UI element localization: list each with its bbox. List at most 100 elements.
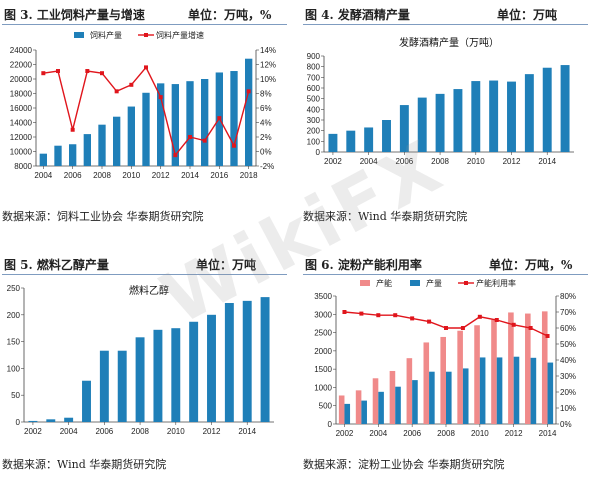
series-point	[511, 322, 516, 327]
legend-marker	[144, 33, 148, 37]
y2-tick-label: 20%	[560, 388, 576, 397]
y2-tick-label: 40%	[560, 356, 576, 365]
y-tick-label: 0	[328, 420, 333, 429]
chart-starch: 0 500 1000 1500 2000 2500 3000 3500 0% 10% 20% 30% 4…	[314, 278, 576, 438]
series-point	[410, 316, 415, 321]
series-point	[217, 116, 222, 121]
series-point	[129, 82, 134, 87]
series-point	[144, 65, 148, 70]
series-point	[460, 326, 465, 330]
y-tick-label: 1500	[314, 365, 332, 374]
bar-value	[524, 74, 534, 152]
bar-value	[186, 81, 194, 166]
bar-value	[157, 83, 165, 166]
chart-title: 燃料乙醇	[129, 284, 169, 297]
source-ethanol: 数据来源：Wind 华泰期货研究院	[2, 458, 167, 471]
series-point	[393, 313, 398, 318]
series-point	[70, 127, 75, 132]
bar-value	[46, 419, 56, 422]
bar-value	[382, 120, 391, 152]
y-tick-label: 22000	[10, 61, 33, 70]
x-tick-label: 2008	[93, 171, 111, 180]
bar-capacity	[355, 390, 362, 424]
legend-swatch	[360, 280, 370, 286]
bar-value	[513, 356, 520, 424]
y2-tick-label: 30%	[560, 372, 576, 381]
series-point	[41, 71, 46, 76]
y-tick-label: 12000	[10, 133, 33, 142]
bar-value	[99, 350, 109, 422]
x-tick-label: 2006	[95, 427, 113, 436]
y-tick-label: 20000	[10, 75, 33, 84]
bar-value	[530, 357, 537, 424]
legend-label: 饲料产量	[90, 30, 122, 40]
series-point	[85, 69, 90, 74]
series-point	[173, 153, 178, 158]
bar-value	[171, 84, 179, 166]
y2-tick-label: 6%	[260, 104, 272, 113]
y2-tick-label: 0%	[260, 148, 272, 157]
x-tick-label: 2014	[538, 157, 556, 166]
y-tick-label: 900	[307, 52, 321, 61]
bar-value	[142, 92, 150, 166]
legend-label: 饲料产量增速	[156, 30, 204, 40]
bar-capacity	[491, 319, 497, 424]
bar-value	[496, 357, 503, 424]
title-starch: 图 6. 淀粉产能利用率	[305, 258, 422, 272]
bar-value	[39, 153, 47, 166]
bar-value	[98, 124, 106, 166]
series-point	[342, 310, 347, 314]
x-tick-label: 2012	[203, 427, 221, 436]
bar-capacity	[423, 342, 430, 424]
x-tick-label: 2018	[240, 171, 258, 180]
x-tick-label: 2004	[369, 429, 387, 438]
source-starch: 数据来源：淀粉工业协会 华泰期货研究院	[303, 458, 505, 471]
bar-value	[54, 145, 62, 166]
y2-tick-label: 8%	[260, 90, 272, 99]
bar-value	[435, 93, 445, 152]
y-tick-label: 600	[307, 84, 321, 93]
y-tick-label: 300	[307, 116, 321, 125]
chart-feed: 8000 10000 12000 14000 16000 18000 20000 22000 2…	[10, 30, 276, 180]
chart-ethanol: 0 50 100 150 200 250 2002 2004 2006 2008 2010 2012 2…	[7, 284, 274, 436]
bar-capacity	[508, 312, 514, 424]
bar-capacity	[406, 358, 413, 424]
bar-value	[82, 380, 91, 422]
bar-value	[245, 58, 253, 167]
y-tick-label: 0	[316, 148, 321, 157]
x-tick-label: 2010	[167, 427, 185, 436]
bar-value	[489, 80, 499, 152]
bar-capacity	[525, 313, 531, 424]
series-point	[158, 95, 163, 100]
x-tick-label: 2010	[122, 171, 140, 180]
y-tick-label: 2500	[314, 329, 332, 338]
series-point	[56, 69, 60, 74]
bar-value	[462, 368, 469, 424]
bar-value	[417, 97, 427, 152]
bar-capacity	[338, 395, 345, 424]
bar-capacity	[440, 336, 446, 424]
y-tick-label: 250	[7, 284, 21, 293]
bar-value	[399, 105, 409, 152]
bar-capacity	[372, 378, 379, 424]
unit-alcohol: 单位：万吨	[497, 8, 558, 22]
unit-starch: 单位：万吨，%	[489, 258, 573, 272]
y2-tick-label: 4%	[260, 119, 272, 128]
title-alcohol: 图 4. 发酵酒精产量	[305, 8, 410, 22]
bar-value	[429, 371, 435, 424]
bar-value	[135, 337, 145, 422]
x-tick-label: 2004	[360, 157, 378, 166]
y2-tick-label: 14%	[260, 46, 276, 55]
bar-value	[542, 67, 552, 152]
x-tick-label: 2008	[431, 157, 449, 166]
y2-tick-label: 0%	[560, 420, 572, 429]
source-feed: 数据来源：饲料工业协会 华泰期货研究院	[2, 210, 204, 223]
bar-value	[207, 314, 216, 422]
bar-value	[127, 106, 135, 166]
y-tick-label: 16000	[10, 104, 33, 113]
series-point	[246, 89, 251, 94]
header-starch: 图 6. 淀粉产能利用率 单位：万吨，%	[303, 252, 588, 275]
bar-value	[471, 81, 481, 152]
unit-feed: 单位：万吨，%	[188, 8, 272, 22]
series-point	[376, 313, 381, 318]
